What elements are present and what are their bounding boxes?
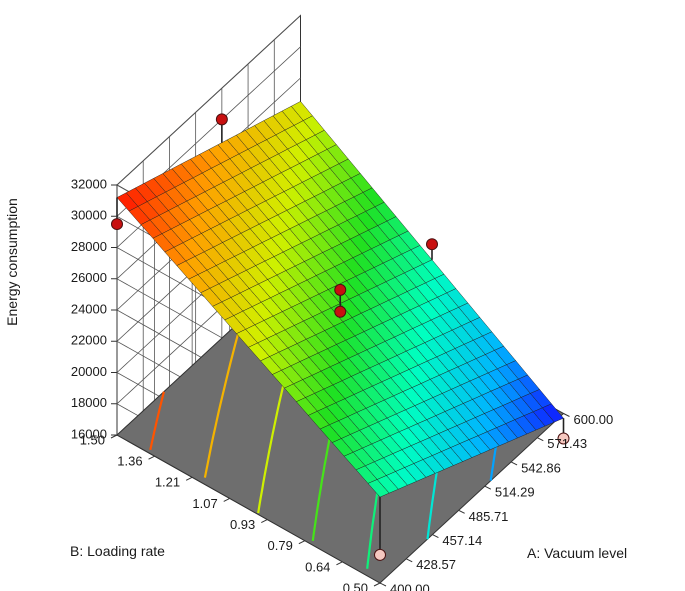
x-tick-mark [484, 485, 492, 490]
x-tick-label: 571.43 [547, 436, 587, 451]
z-tick-label: 22000 [71, 333, 107, 348]
z-tick-label: 24000 [71, 301, 107, 316]
x-tick-mark [563, 413, 570, 417]
x-tick-label: 514.29 [495, 485, 535, 500]
x-tick-mark [510, 461, 518, 466]
x-tick-label: 600.00 [574, 412, 614, 427]
z-tick-label: 30000 [71, 208, 107, 223]
z-tick-label: 18000 [71, 395, 107, 410]
tick-labels: 16000 18000 20000 22000 24000 26000 28000 30000… [71, 176, 613, 591]
contour-line [203, 319, 243, 478]
design-point [111, 218, 123, 231]
y-tick-mark [336, 561, 343, 566]
design-point [334, 283, 347, 296]
y-tick-mark [298, 540, 306, 545]
design-point [374, 548, 386, 561]
x-tick-mark [458, 509, 465, 514]
x-tick-label: 400.00 [390, 581, 430, 591]
z-tick-label: 26000 [71, 270, 107, 285]
z-tick-label: 16000 [71, 426, 107, 441]
z-tick-label: 20000 [71, 364, 107, 379]
y-tick-label: 1.50 [80, 432, 105, 447]
x-tick-mark [537, 437, 544, 442]
y-tick-label: 0.79 [268, 538, 293, 553]
y-tick-label: 0.93 [230, 517, 255, 532]
x-axis-title: A: Vacuum level [527, 545, 627, 561]
y-tick-mark [373, 582, 381, 587]
y-tick-label: 0.50 [343, 580, 368, 591]
z-tick-label: 32000 [71, 176, 107, 191]
points-above-surface [111, 113, 438, 318]
y-tick-mark [148, 455, 155, 460]
design-point [215, 113, 228, 126]
design-point [334, 305, 347, 318]
x-tick-label: 428.57 [416, 557, 456, 572]
points-below-surface [374, 418, 570, 561]
surface-cell [542, 403, 564, 423]
contour-line [149, 391, 165, 451]
y-tick-label: 1.21 [155, 475, 180, 490]
y-tick-mark [185, 476, 193, 481]
y-tick-label: 1.07 [192, 496, 217, 511]
x-tick-label: 485.71 [469, 509, 509, 524]
y-tick-mark [261, 519, 268, 524]
x-tick-label: 542.86 [521, 460, 561, 475]
y-axis-title: B: Loading rate [70, 543, 165, 559]
z-tick-label: 28000 [71, 239, 107, 254]
y-tick-label: 1.36 [117, 454, 142, 469]
response-surface [116, 101, 564, 498]
y-tick-mark [223, 497, 230, 502]
z-axis-title: Energy consumption [4, 198, 20, 326]
x-tick-label: 457.14 [442, 533, 482, 548]
design-point [426, 238, 438, 251]
x-tick-mark [405, 558, 413, 563]
x-tick-mark [379, 582, 387, 587]
design-point [557, 432, 570, 445]
x-tick-mark [432, 534, 439, 539]
y-tick-mark [110, 434, 118, 439]
y-tick-label: 0.64 [305, 559, 330, 574]
